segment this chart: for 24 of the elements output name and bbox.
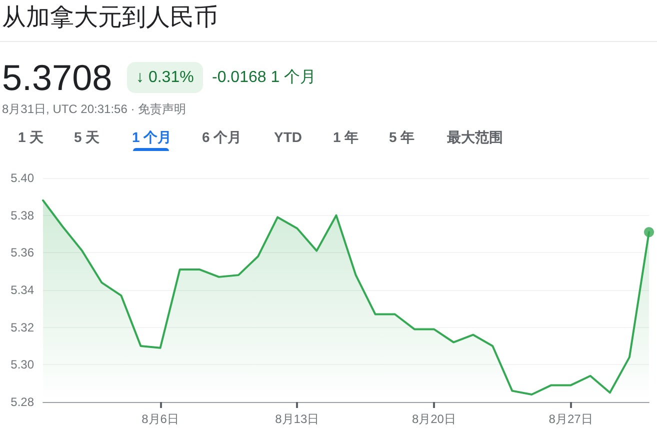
text: 1 个月 — [132, 129, 172, 146]
y-tick-label: 5.34 — [10, 283, 34, 297]
text: 1 年 — [333, 129, 359, 146]
chart-subtitle: 5.3708 — [2, 57, 112, 99]
y-tick-label: 5.36 — [10, 246, 34, 260]
text: ↓ 0.31% — [136, 68, 194, 87]
text: -0.0168 1 个月 — [212, 68, 316, 88]
x-tick-label: 8月6日 — [142, 412, 179, 426]
text: YTD — [274, 129, 302, 146]
x-tick-label: 8月20日 — [412, 412, 456, 426]
x-tick-label: 8月13日 — [275, 412, 320, 426]
y-tick-label: 5.28 — [10, 395, 34, 409]
y-tick-label: 5.32 — [10, 320, 34, 334]
x-tick-label: 8月27日 — [548, 412, 593, 426]
chart-title: 从加拿大元到人民币 — [2, 3, 218, 33]
text: 6 个月 — [202, 129, 242, 146]
text: 最大范围 — [447, 129, 503, 146]
text: 5 年 — [389, 129, 415, 146]
y-tick-label: 5.40 — [10, 171, 34, 185]
text: 8月31日, UTC 20:31:56 · 免责声明 — [2, 101, 186, 117]
y-tick-label: 5.38 — [10, 208, 34, 222]
y-tick-label: 5.30 — [10, 358, 34, 372]
text: 5 天 — [74, 129, 100, 146]
text: 1 天 — [18, 129, 44, 146]
